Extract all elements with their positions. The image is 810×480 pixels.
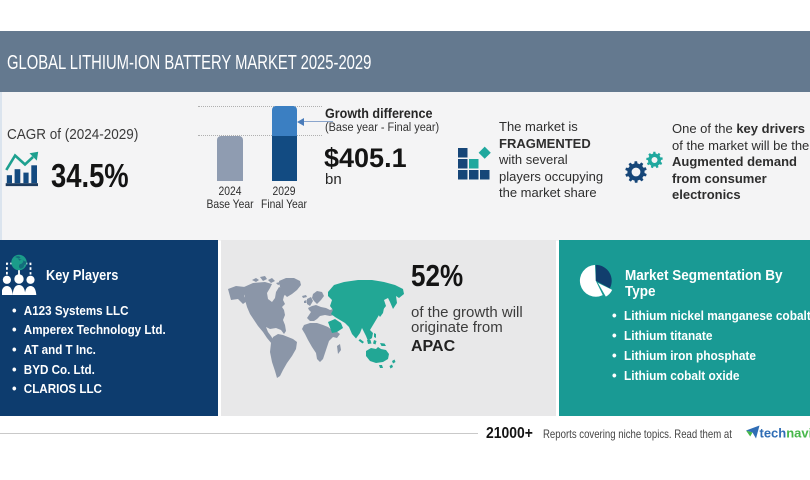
svg-text:technavio: technavio <box>760 426 810 441</box>
